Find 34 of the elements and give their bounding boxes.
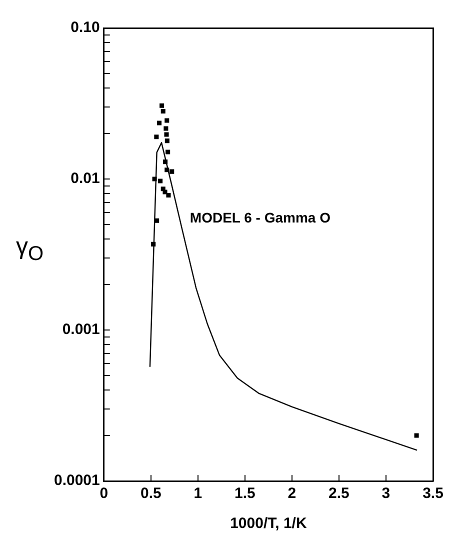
y-tick-label: 0.01	[70, 170, 100, 188]
point	[163, 160, 168, 164]
series-label: MODEL 6 - Gamma O	[190, 209, 331, 226]
point	[158, 178, 163, 184]
y-tick-label: 0.10	[70, 19, 100, 36]
x-axis-title: 1000/T, 1/K	[230, 515, 307, 532]
point	[160, 103, 164, 108]
point	[164, 132, 169, 137]
point	[170, 169, 174, 174]
x-tick-label: 1	[194, 485, 202, 502]
point	[152, 176, 157, 182]
point	[151, 242, 156, 246]
x-tick-label: 2.5	[328, 485, 350, 502]
point	[414, 433, 419, 438]
x-tick-label: 0	[100, 485, 108, 502]
x-tick-label: 2	[288, 485, 296, 502]
y-tick-label: 0.001	[62, 321, 100, 338]
point	[166, 150, 170, 154]
point	[166, 193, 171, 198]
point	[164, 168, 170, 172]
point	[160, 108, 166, 114]
x-tick-label: 1.5	[234, 485, 256, 502]
point	[164, 126, 168, 131]
point	[164, 118, 170, 123]
point	[154, 134, 159, 140]
point	[154, 218, 160, 223]
x-tick-label: 3.5	[422, 485, 444, 502]
point	[157, 120, 162, 126]
point	[162, 190, 168, 194]
y-axis-title: γ$_{O}$	[16, 233, 44, 266]
x-tick-label: 0.5	[140, 485, 162, 502]
point	[164, 138, 170, 144]
y-tick-label: 0.0001	[54, 472, 100, 490]
x-tick-label: 3	[382, 485, 390, 502]
